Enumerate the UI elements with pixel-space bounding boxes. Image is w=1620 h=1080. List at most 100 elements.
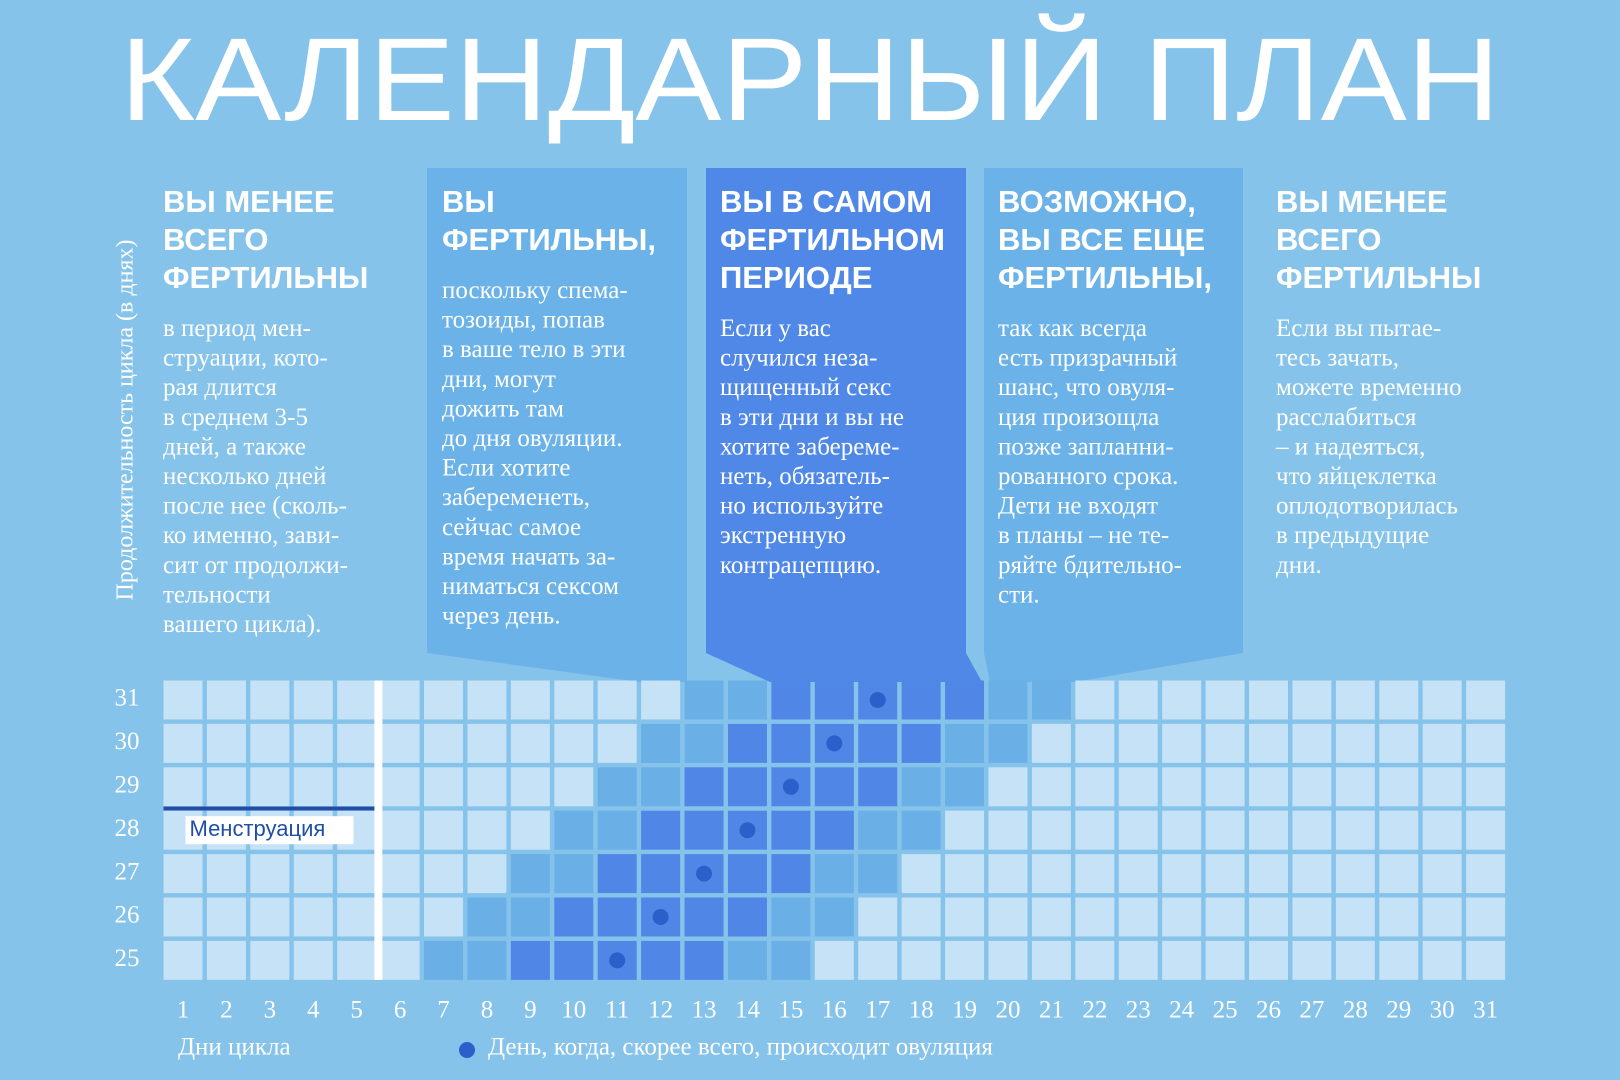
day-label: 14 [735, 997, 761, 1024]
day-cell [858, 940, 898, 980]
day-label: 1 [177, 997, 190, 1024]
day-cell [206, 854, 246, 894]
column-text: струации, кото- [163, 345, 328, 372]
day-cell [163, 723, 203, 763]
column-text: Если хотите [442, 455, 571, 482]
day-cell [1075, 680, 1115, 720]
day-cell [424, 854, 464, 894]
day-cell [163, 854, 203, 894]
day-cell [1118, 723, 1158, 763]
day-label: 26 [1256, 997, 1281, 1024]
day-cell [1118, 854, 1158, 894]
column-text: контрацепцию. [720, 552, 881, 579]
day-cell [337, 680, 377, 720]
day-cell [1422, 680, 1462, 720]
row-label: 27 [115, 858, 140, 885]
day-label: 16 [822, 997, 847, 1024]
day-cell [250, 767, 290, 807]
day-cell [293, 767, 333, 807]
day-cell [1075, 854, 1115, 894]
day-cell [510, 940, 550, 980]
day-cell [554, 897, 594, 937]
column-text: оплодотворилась [1276, 493, 1458, 520]
column-text: ниматься сексом [442, 573, 619, 600]
column-heading: ВЫ МЕНЕЕ [1276, 184, 1448, 219]
day-cell [1075, 940, 1115, 980]
column-text: после нее (сколь- [163, 493, 347, 520]
day-cell [1292, 723, 1332, 763]
day-cell [1118, 897, 1158, 937]
day-cell [597, 723, 637, 763]
day-cell [901, 767, 941, 807]
day-cell [684, 940, 724, 980]
row-label: 30 [115, 728, 140, 755]
day-cell [250, 723, 290, 763]
day-cell [1162, 810, 1202, 850]
day-cell [988, 810, 1028, 850]
day-cell [1466, 810, 1506, 850]
day-cell [1335, 810, 1375, 850]
column-text: щищенный секс [720, 374, 891, 401]
column-heading: ФЕРТИЛЬНЫ [1276, 260, 1481, 295]
ovulation-dot [869, 692, 886, 708]
day-cell [1075, 723, 1115, 763]
day-cell [1422, 854, 1462, 894]
column-text: расслабиться [1276, 404, 1417, 431]
day-cell [814, 854, 854, 894]
column-heading: ВСЕГО [163, 222, 269, 257]
column-text: дней, а также [163, 433, 306, 460]
column-heading: ВЫ [442, 184, 495, 219]
day-label: 10 [561, 997, 586, 1024]
day-cell [1379, 897, 1419, 937]
column-text: дожить там [442, 395, 564, 422]
day-label: 9 [524, 997, 537, 1024]
day-cell [858, 854, 898, 894]
column-heading: ВОЗМОЖНО, [998, 184, 1196, 219]
day-cell [206, 723, 246, 763]
day-cell [1118, 940, 1158, 980]
day-cell [1379, 767, 1419, 807]
column-text: Если вы пытае- [1276, 315, 1441, 342]
day-cell [1466, 940, 1506, 980]
day-label: 12 [648, 997, 673, 1024]
column-text: несколько дней [163, 463, 326, 490]
day-cell [510, 810, 550, 850]
column-text: в ваше тело в эти [442, 336, 626, 363]
legend-dot [459, 1042, 475, 1058]
day-cell [945, 723, 985, 763]
day-cell [337, 940, 377, 980]
column-text: тозоиды, попав [442, 307, 605, 334]
column-text: рованного срока. [998, 463, 1178, 490]
day-cell [727, 940, 767, 980]
day-cell [1379, 810, 1419, 850]
late-fertile-tab [984, 168, 1243, 682]
column-text: время начать за- [442, 543, 615, 570]
day-cell [901, 680, 941, 720]
day-cell [206, 767, 246, 807]
day-cell [727, 767, 767, 807]
day-cell [901, 854, 941, 894]
day-cell [1292, 897, 1332, 937]
day-label: 17 [865, 997, 890, 1024]
day-label: 2 [220, 997, 233, 1024]
legend-text: День, когда, скорее всего, происходит ов… [488, 1034, 993, 1061]
day-cell [858, 897, 898, 937]
day-cell [293, 723, 333, 763]
day-cell [1379, 723, 1419, 763]
day-cell [1292, 940, 1332, 980]
day-cell [1031, 940, 1071, 980]
column-text: дни. [1276, 552, 1322, 579]
column-heading: ВЫ МЕНЕЕ [163, 184, 335, 219]
x-axis-label: Дни цикла [178, 1034, 291, 1061]
day-cell [380, 897, 420, 937]
day-cell [163, 680, 203, 720]
day-cell [1205, 723, 1245, 763]
day-label: 15 [778, 997, 803, 1024]
day-cell [1031, 767, 1071, 807]
row-label: 25 [115, 945, 140, 972]
day-cell [293, 940, 333, 980]
day-cell [424, 810, 464, 850]
day-cell [1292, 680, 1332, 720]
day-cell [1162, 854, 1202, 894]
day-cell [1466, 897, 1506, 937]
